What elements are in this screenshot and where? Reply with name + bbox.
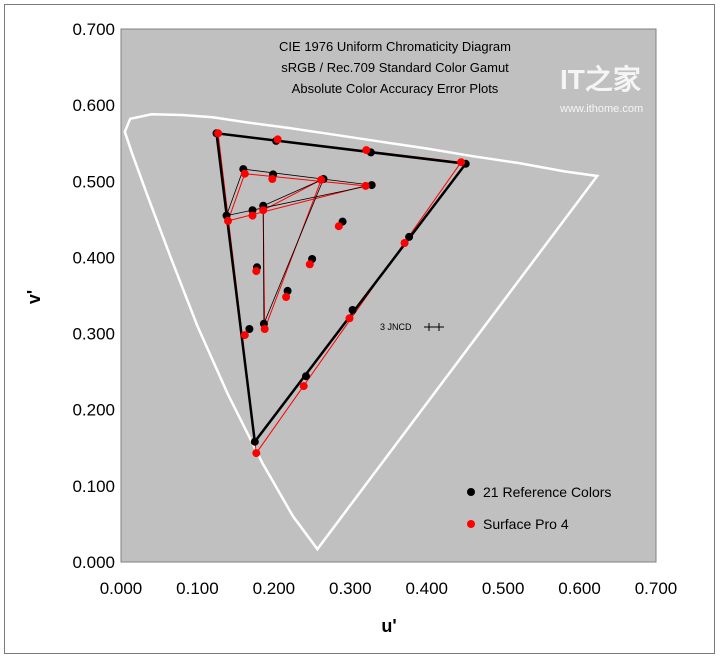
y-tick-label: 0.300 [72, 325, 115, 344]
reference-point [302, 372, 310, 381]
y-tick-label: 0.600 [72, 96, 115, 115]
reference-point [250, 437, 259, 446]
measured-point [299, 382, 308, 391]
measured-point [282, 293, 291, 301]
x-tick-label: 0.300 [329, 579, 372, 598]
y-tick-label: 0.700 [72, 20, 115, 39]
x-axis-title: u' [381, 616, 396, 636]
reference-point [283, 286, 292, 295]
measured-point [268, 175, 277, 183]
y-tick-label: 0.500 [72, 172, 115, 191]
x-tick-label: 0.000 [100, 579, 143, 598]
measured-point [224, 216, 232, 225]
reference-inner-gamut-line [262, 178, 324, 324]
x-tick-label: 0.500 [482, 579, 525, 598]
x-tick-label: 0.200 [253, 579, 296, 598]
x-tick-label: 0.600 [558, 579, 601, 598]
jncd-label: 3 JNCD [380, 322, 412, 332]
measured-point [240, 331, 249, 340]
watermark-logo-text: IT之家 [560, 63, 641, 95]
measured-point [260, 325, 269, 333]
series-layer [212, 129, 470, 458]
measured-point [252, 267, 261, 276]
chart-title-line-3: Absolute Color Accuracy Error Plots [292, 81, 499, 96]
measured-point [334, 222, 343, 231]
legend-label-reference: 21 Reference Colors [483, 484, 611, 500]
measured-point [259, 206, 268, 215]
jncd-annotation: 3 JNCD [380, 322, 444, 332]
x-tick-label: 0.100 [176, 579, 219, 598]
y-axis-title: v' [24, 290, 44, 304]
measured-point [273, 135, 282, 144]
reference-middle-gamut-line [226, 168, 372, 216]
measured-point [457, 158, 466, 167]
chart-title-line-2: sRGB / Rec.709 Standard Color Gamut [281, 60, 509, 75]
x-tick-label: 0.400 [405, 579, 448, 598]
y-tick-label: 0.000 [72, 553, 115, 572]
x-tick-label: 0.700 [635, 579, 678, 598]
y-tick-label: 0.400 [72, 248, 115, 267]
measured-point [317, 175, 326, 184]
measured-point [362, 146, 371, 155]
legend-label-measured: Surface Pro 4 [483, 516, 569, 532]
reference-point [367, 181, 376, 190]
x-axis-tick-labels: 0.000 0.100 0.200 0.300 0.400 0.500 0.600 0.700 [100, 579, 678, 598]
y-axis-tick-labels: 0.000 0.100 0.200 0.300 0.400 0.500 0.600 0.700 [72, 20, 115, 572]
reference-point [348, 306, 357, 314]
legend-marker-measured [467, 520, 475, 528]
measured-point [214, 129, 223, 138]
legend: 21 Reference Colors Surface Pro 4 [467, 484, 611, 532]
spectral-locus-boundary [123, 113, 600, 552]
y-tick-label: 0.200 [72, 401, 115, 420]
legend-marker-reference [467, 488, 475, 496]
reference-outer-gamut-line [215, 131, 467, 445]
measured-point [400, 239, 409, 247]
reference-point [245, 325, 254, 333]
y-tick-label: 0.100 [72, 477, 115, 496]
measured-point [240, 169, 249, 178]
measured-point [252, 449, 261, 458]
measured-point [305, 260, 314, 269]
measured-middle-gamut-line [227, 173, 366, 222]
measured-point [361, 181, 370, 190]
measured-point [345, 314, 354, 323]
measured-point [248, 211, 257, 220]
ithome-watermark: IT之家 www.ithome.com [559, 63, 643, 115]
reference-point [405, 232, 414, 241]
watermark-url: www.ithome.com [559, 103, 643, 115]
chart-title-line-1: CIE 1976 Uniform Chromaticity Diagram [279, 39, 511, 54]
